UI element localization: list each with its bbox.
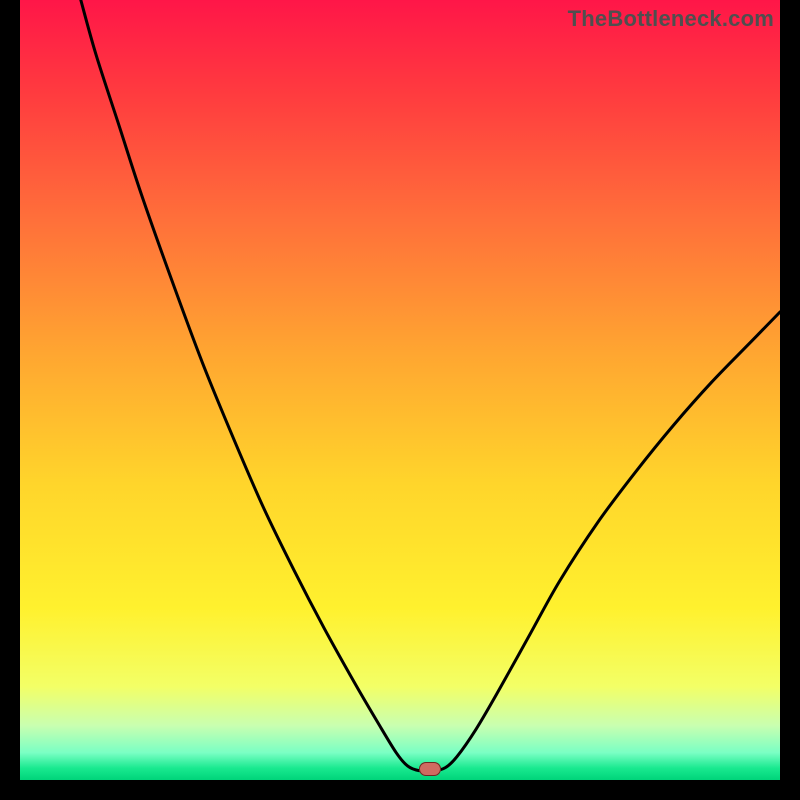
watermark-text: TheBottleneck.com [568, 6, 774, 32]
optimal-point-marker [419, 762, 441, 776]
plot-area [20, 0, 780, 780]
bottleneck-curve [20, 0, 780, 780]
